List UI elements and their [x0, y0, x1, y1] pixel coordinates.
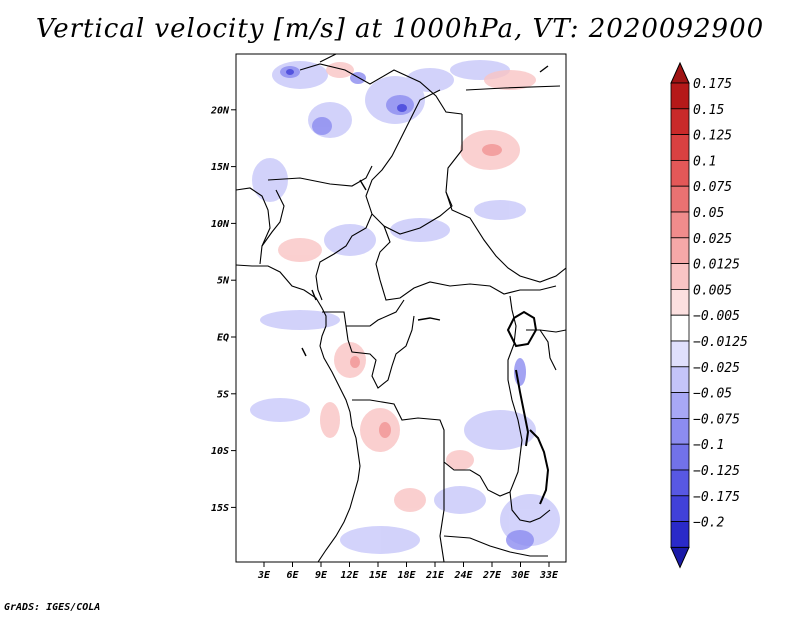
colorbar-segment	[670, 211, 690, 239]
latitude-axis: 20N 15N 10N 5N EQ 5S 10S 15S	[210, 105, 236, 514]
colorbar: 0.175 0.15 0.125 0.1 0.075 0.05 0.025 0.0125 0.0…	[670, 61, 748, 569]
colorbar-segment	[670, 82, 690, 110]
lat-tick-label: 15N	[211, 162, 230, 173]
lon-tick-label: 9E	[315, 570, 328, 581]
colorbar-label: −0.175	[693, 490, 740, 505]
lon-tick-label: 12E	[340, 570, 359, 581]
colorbar-segment	[670, 521, 690, 548]
lat-tick-label: 10S	[211, 446, 229, 457]
colorbar-segment	[670, 392, 690, 419]
lon-tick-label: 18E	[397, 570, 416, 581]
colorbar-label: 0.1	[693, 154, 716, 169]
lat-tick-label: 15S	[211, 503, 229, 514]
colorbar-label: −0.125	[693, 464, 740, 479]
colorbar-label: 0.005	[693, 283, 732, 298]
lat-tick-label: 20N	[210, 105, 230, 116]
colorbar-label: −0.2	[693, 516, 724, 531]
longitude-axis: 3E 6E 9E 12E 15E 18E 21E 24E 27E 30E 33E	[257, 562, 559, 581]
colorbar-label: 0.125	[693, 129, 732, 144]
lat-tick-label: EQ	[217, 333, 229, 344]
colorbar-segment	[670, 134, 690, 161]
colorbar-label: −0.025	[693, 361, 740, 376]
colorbar-label: 0.0125	[693, 258, 740, 273]
plot-area	[236, 54, 566, 562]
colorbar-segment	[670, 263, 690, 290]
velocity-field	[250, 60, 560, 554]
lon-tick-label: 6E	[286, 570, 299, 581]
lat-tick-label: 5S	[217, 389, 229, 400]
colorbar-label: −0.075	[693, 412, 740, 427]
lon-tick-label: 21E	[425, 570, 445, 581]
country-borders	[236, 54, 566, 562]
colorbar-segment	[670, 108, 690, 136]
colorbar-segment	[670, 417, 690, 445]
grads-credit: GrADS: IGES/COLA	[4, 602, 101, 613]
lon-tick-label: 27E	[482, 570, 502, 581]
lat-tick-label: 5N	[217, 276, 230, 287]
colorbar-segment	[670, 340, 690, 368]
colorbar-segment	[670, 314, 690, 342]
lon-tick-label: 30E	[510, 570, 530, 581]
colorbar-segment	[670, 159, 690, 187]
lon-tick-label: 33E	[539, 570, 559, 581]
colorbar-segment	[670, 469, 690, 497]
map-title: Vertical velocity [m/s] at 1000hPa, VT: …	[35, 14, 765, 44]
colorbar-label: 0.075	[693, 180, 732, 195]
colorbar-label: −0.1	[693, 438, 724, 453]
coastline	[236, 264, 361, 562]
lat-tick-label: 10N	[211, 219, 230, 230]
colorbar-segment	[670, 237, 690, 265]
lon-tick-label: 24E	[453, 570, 473, 581]
colorbar-top-cap	[670, 61, 690, 84]
lon-tick-label: 3E	[257, 570, 271, 581]
colorbar-segment	[670, 495, 690, 522]
colorbar-label: 0.175	[693, 77, 732, 92]
colorbar-label: −0.005	[693, 309, 740, 324]
colorbar-segment	[670, 185, 690, 213]
lakes	[301, 65, 550, 505]
lon-tick-label: 15E	[369, 570, 388, 581]
colorbar-bottom-cap	[670, 546, 690, 569]
colorbar-segment	[670, 288, 690, 316]
colorbar-label: 0.05	[693, 206, 724, 221]
colorbar-label: −0.05	[693, 387, 732, 402]
colorbar-segment	[670, 443, 690, 471]
colorbar-label: −0.0125	[693, 335, 748, 350]
plot-frame	[235, 53, 567, 563]
colorbar-segment	[670, 366, 690, 393]
colorbar-label: 0.15	[693, 103, 724, 118]
colorbar-label: 0.025	[693, 232, 732, 247]
